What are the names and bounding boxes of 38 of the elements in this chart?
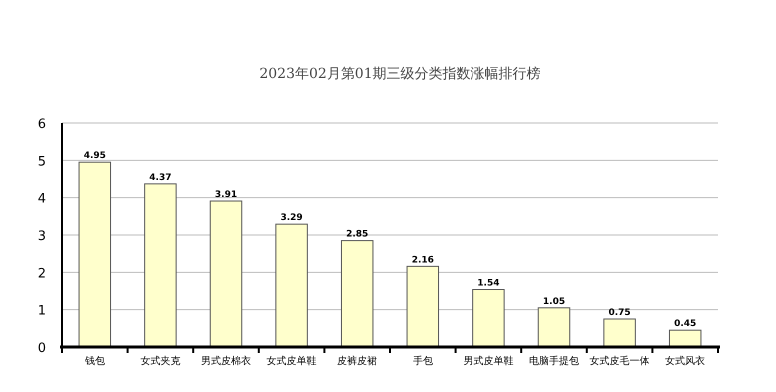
x-tick-label: 女式皮毛一体	[590, 355, 650, 367]
data-label: 3.29	[280, 213, 303, 224]
data-label: 4.95	[84, 151, 106, 162]
bar	[668, 330, 702, 348]
data-label: 0.45	[674, 319, 696, 330]
bar	[144, 183, 177, 348]
bar	[340, 240, 374, 348]
bar	[78, 162, 112, 348]
y-tick-label: 4	[38, 192, 46, 207]
data-label: 2.16	[412, 255, 434, 266]
y-tick-label: 3	[38, 229, 46, 244]
y-tick-label: 2	[38, 266, 46, 282]
bar	[275, 224, 308, 348]
data-label: 1.05	[542, 296, 566, 307]
y-tick-label: 6	[38, 117, 46, 132]
chart-title: 2023年02月第01期三级分类指数涨幅排行榜	[259, 66, 541, 82]
data-label: 0.75	[608, 308, 631, 318]
y-tick-label: 0	[38, 341, 46, 356]
bar	[406, 266, 440, 348]
x-tick-label: 男式皮单鞋	[463, 355, 514, 367]
bar	[603, 318, 636, 348]
x-tick-label: 钱包	[84, 355, 105, 367]
x-tick-label: 皮裤皮裙	[337, 355, 378, 367]
bar	[210, 200, 242, 348]
data-label: 3.91	[214, 190, 238, 200]
x-tick-label: 手包	[412, 355, 433, 367]
x-tick-label: 女式风衣	[665, 355, 706, 367]
data-label: 4.37	[149, 172, 172, 183]
bar	[538, 307, 570, 348]
x-tick-label: 男式皮棉衣	[201, 355, 251, 367]
y-tick-label: 5	[38, 154, 46, 170]
x-tick-label: 女式夹克	[140, 355, 180, 367]
data-label: 2.85	[346, 230, 368, 240]
y-tick-label: 1	[38, 304, 46, 319]
bar	[472, 289, 505, 348]
x-tick-label: 女式皮单鞋	[266, 355, 317, 367]
data-label: 1.54	[477, 278, 500, 289]
x-tick-label: 电脑手提包	[529, 355, 579, 367]
